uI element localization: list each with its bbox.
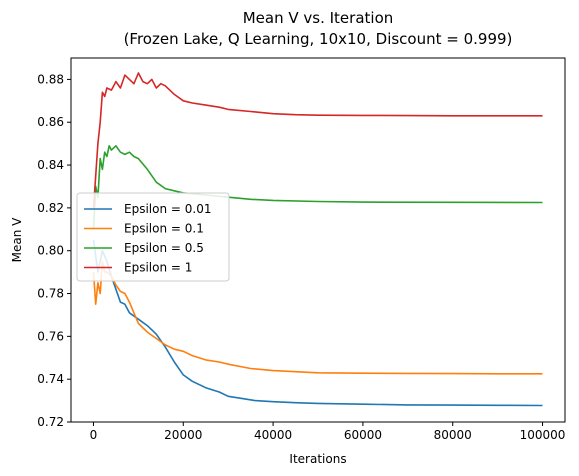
y-axis-label: Mean V [10,217,24,263]
legend-label: Epsilon = 0.1 [124,222,204,236]
x-axis-label: Iterations [289,452,346,466]
y-axis: 0.72 0.74 0.76 0.78 0.80 0.82 0.84 0.86 0.88 [37,72,71,429]
chart-title: Mean V vs. Iteration [243,9,394,27]
chart-subtitle: (Frozen Lake, Q Learning, 10x10, Discoun… [124,30,513,48]
y-tick-label: 0.76 [37,329,64,343]
x-tick-label: 80000 [434,428,472,442]
legend-label: Epsilon = 0.01 [124,202,211,216]
y-tick-label: 0.78 [37,287,64,301]
legend-label: Epsilon = 1 [124,261,192,275]
y-tick-label: 0.74 [37,372,64,386]
series-line-4 [92,72,543,208]
x-tick-label: 60000 [344,428,382,442]
series-line-3 [92,145,543,230]
y-tick-label: 0.88 [37,72,64,86]
legend-label: Epsilon = 0.5 [124,241,204,255]
x-tick-label: 0 [90,428,98,442]
y-tick-label: 0.72 [37,415,64,429]
y-tick-label: 0.86 [37,115,64,129]
y-tick-label: 0.80 [37,244,64,258]
legend: Epsilon = 0.01 Epsilon = 0.1 Epsilon = 0.5… [76,192,230,282]
y-tick-label: 0.82 [37,201,64,215]
legend-box [76,192,230,282]
y-tick-label: 0.84 [37,158,64,172]
x-tick-label: 20000 [164,428,202,442]
x-axis: 0 20000 40000 60000 80000 100000 [90,422,566,442]
plot-area [70,57,566,423]
x-tick-label: 40000 [254,428,292,442]
series-line-1 [92,239,543,407]
x-tick-label: 100000 [520,428,566,442]
